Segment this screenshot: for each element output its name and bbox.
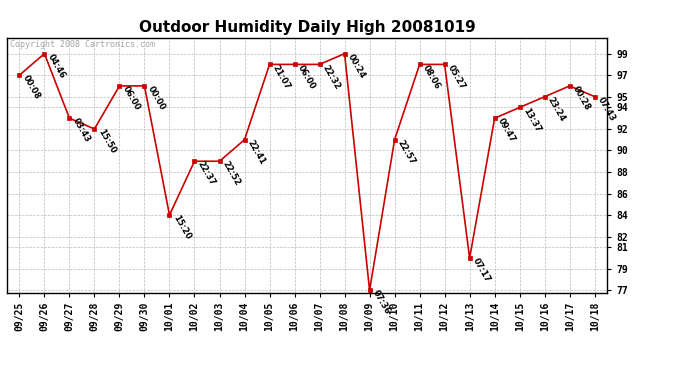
Title: Outdoor Humidity Daily High 20081019: Outdoor Humidity Daily High 20081019 <box>139 20 475 35</box>
Text: 04:46: 04:46 <box>46 52 67 80</box>
Text: 08:06: 08:06 <box>421 63 442 90</box>
Text: 00:08: 00:08 <box>21 74 42 101</box>
Text: Copyright 2008 Cartronics.com: Copyright 2008 Cartronics.com <box>10 40 155 49</box>
Text: 00:24: 00:24 <box>346 52 367 80</box>
Text: 05:27: 05:27 <box>446 63 467 91</box>
Text: 06:00: 06:00 <box>296 63 317 90</box>
Text: 21:07: 21:07 <box>271 63 292 91</box>
Text: 09:47: 09:47 <box>496 117 517 144</box>
Text: 06:00: 06:00 <box>121 84 142 112</box>
Text: 13:37: 13:37 <box>521 106 542 134</box>
Text: 03:43: 03:43 <box>71 117 92 144</box>
Text: 22:57: 22:57 <box>396 138 417 166</box>
Text: 22:32: 22:32 <box>321 63 342 91</box>
Text: 07:36: 07:36 <box>371 289 392 316</box>
Text: 23:24: 23:24 <box>546 95 567 123</box>
Text: 22:52: 22:52 <box>221 160 242 188</box>
Text: 07:17: 07:17 <box>471 256 492 284</box>
Text: 00:28: 00:28 <box>571 84 592 112</box>
Text: 22:37: 22:37 <box>196 160 217 188</box>
Text: 07:43: 07:43 <box>596 95 617 123</box>
Text: 15:50: 15:50 <box>96 128 117 155</box>
Text: 15:20: 15:20 <box>171 214 192 241</box>
Text: 22:41: 22:41 <box>246 138 267 166</box>
Text: 00:00: 00:00 <box>146 84 167 112</box>
